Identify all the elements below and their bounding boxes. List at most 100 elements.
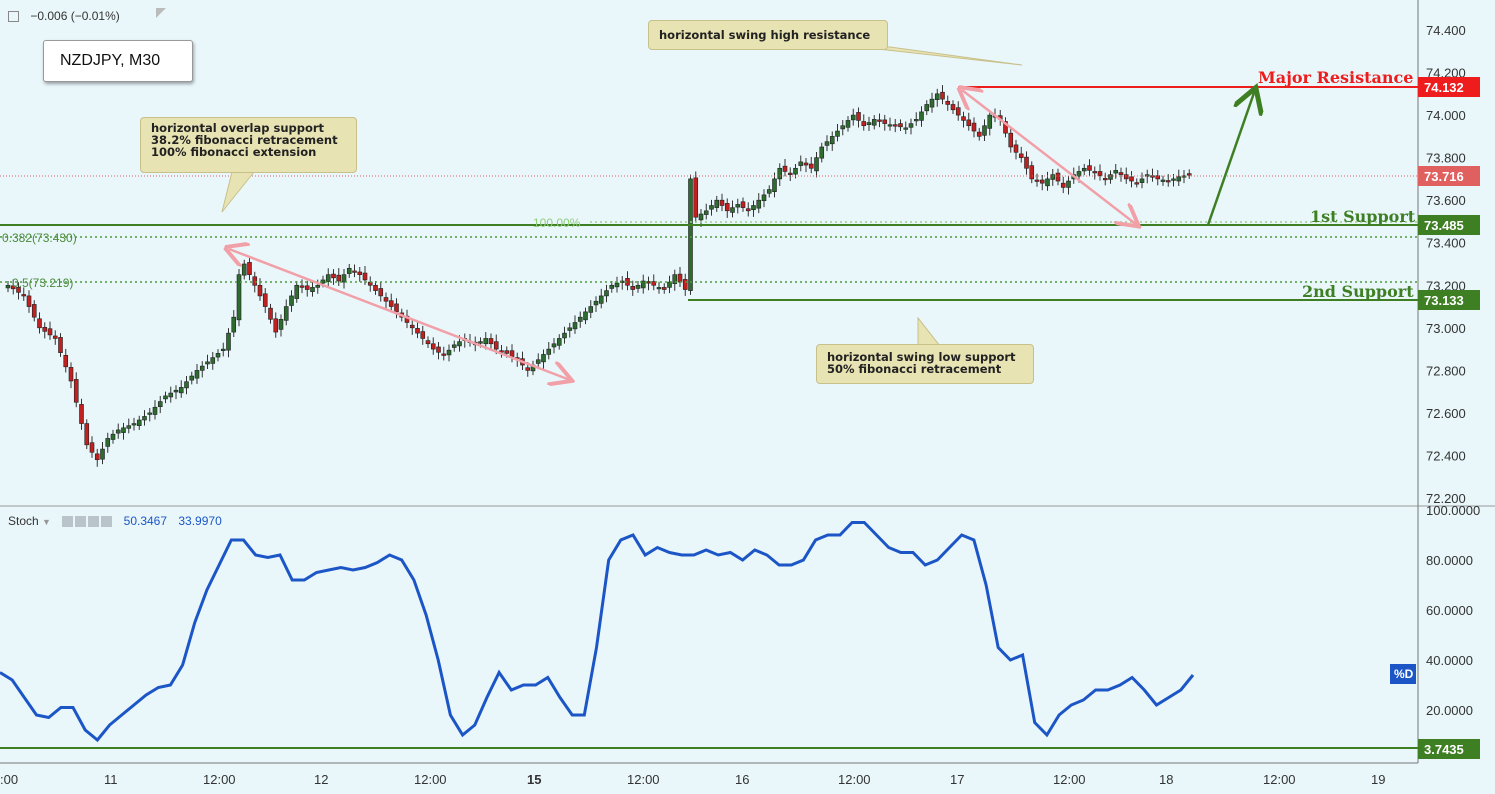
candle[interactable] (656, 287, 662, 290)
candle[interactable] (131, 423, 137, 426)
candle[interactable] (346, 267, 352, 274)
candle[interactable] (640, 280, 646, 289)
candle[interactable] (110, 433, 116, 440)
candle[interactable] (1144, 174, 1150, 177)
candle[interactable] (220, 348, 226, 351)
pink-arrow-right[interactable] (962, 90, 1137, 225)
candle[interactable] (609, 284, 615, 289)
candle[interactable] (1018, 153, 1024, 158)
candle[interactable] (577, 316, 583, 322)
candle[interactable] (215, 353, 221, 358)
candle[interactable] (1129, 176, 1134, 182)
candle[interactable] (1087, 165, 1092, 171)
stoch-settings-icons[interactable] (60, 514, 115, 528)
candle[interactable] (226, 332, 231, 351)
candle[interactable] (21, 294, 27, 297)
candle[interactable] (257, 284, 263, 297)
candle[interactable] (115, 429, 121, 434)
candle[interactable] (105, 438, 111, 447)
candle[interactable] (871, 119, 877, 126)
candle[interactable] (567, 327, 573, 331)
candle[interactable] (268, 307, 273, 320)
candle[interactable] (735, 204, 741, 208)
candle[interactable] (766, 189, 772, 194)
candle[interactable] (892, 124, 898, 127)
candle[interactable] (231, 316, 237, 333)
candle[interactable] (10, 285, 16, 290)
candle[interactable] (409, 324, 415, 329)
candle[interactable] (173, 389, 179, 393)
candle[interactable] (698, 213, 704, 221)
candle[interactable] (58, 337, 63, 353)
candle[interactable] (415, 328, 420, 334)
candle[interactable] (934, 93, 940, 100)
candle[interactable] (47, 328, 53, 336)
candle[interactable] (777, 167, 783, 180)
candle[interactable] (588, 306, 594, 313)
candle[interactable] (835, 130, 840, 137)
candle[interactable] (829, 136, 835, 145)
candle[interactable] (919, 111, 924, 121)
candle[interactable] (987, 114, 993, 129)
candle[interactable] (42, 326, 48, 332)
candle[interactable] (194, 370, 200, 379)
candle[interactable] (756, 199, 762, 209)
candle[interactable] (635, 284, 641, 289)
candle[interactable] (147, 412, 153, 415)
candle[interactable] (672, 274, 678, 284)
candle[interactable] (299, 285, 305, 288)
candle[interactable] (430, 343, 436, 350)
candle[interactable] (593, 300, 599, 306)
collapse-icon[interactable] (8, 11, 19, 23)
candle[interactable] (1102, 178, 1108, 181)
candle[interactable] (84, 423, 90, 446)
candle[interactable] (1097, 171, 1103, 177)
header-flag-icon[interactable] (156, 8, 166, 23)
candle[interactable] (488, 338, 494, 345)
candle[interactable] (903, 127, 909, 130)
candle[interactable] (798, 161, 804, 166)
candle[interactable] (1008, 132, 1014, 148)
candle[interactable] (1155, 175, 1161, 180)
candle[interactable] (446, 349, 452, 356)
candle[interactable] (961, 116, 966, 121)
candle[interactable] (52, 335, 58, 339)
candle[interactable] (436, 346, 441, 353)
green-arrow[interactable] (1206, 90, 1255, 226)
candle[interactable] (478, 341, 483, 344)
candle[interactable] (163, 395, 168, 400)
candle[interactable] (772, 178, 777, 192)
plus-icon[interactable] (88, 516, 100, 528)
candle[interactable] (787, 172, 793, 175)
candle[interactable] (1024, 156, 1029, 169)
candle[interactable] (703, 210, 709, 215)
candle[interactable] (241, 263, 247, 276)
candle[interactable] (1160, 179, 1166, 182)
candle[interactable] (178, 387, 184, 394)
candle[interactable] (1034, 179, 1040, 182)
candle[interactable] (677, 273, 683, 283)
candle[interactable] (966, 119, 972, 127)
candle[interactable] (420, 331, 426, 339)
candle[interactable] (451, 344, 457, 348)
candle[interactable] (782, 165, 788, 172)
candle[interactable] (866, 122, 872, 125)
candle[interactable] (157, 401, 163, 408)
candle[interactable] (136, 419, 142, 426)
pink-arrow-left[interactable] (229, 249, 570, 380)
candle[interactable] (383, 297, 389, 302)
candle[interactable] (278, 319, 284, 330)
candle[interactable] (1055, 172, 1061, 182)
candle[interactable] (856, 112, 861, 121)
candle[interactable] (325, 274, 331, 282)
candle[interactable] (341, 274, 347, 283)
candle[interactable] (598, 295, 604, 304)
candle[interactable] (273, 318, 279, 333)
candle[interactable] (26, 295, 32, 307)
candle[interactable] (1066, 180, 1071, 188)
candle[interactable] (1045, 178, 1050, 187)
candle[interactable] (79, 404, 84, 424)
candle[interactable] (121, 427, 126, 433)
candle[interactable] (483, 338, 489, 345)
candle[interactable] (304, 285, 310, 290)
